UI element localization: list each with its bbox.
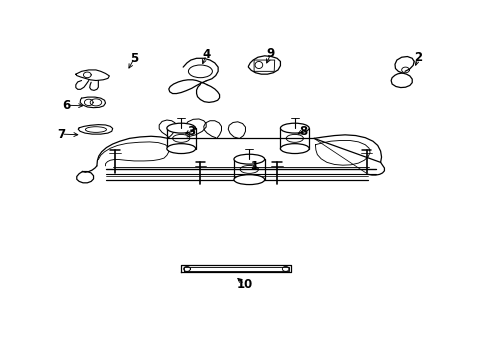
Text: 1: 1 bbox=[250, 160, 259, 173]
Ellipse shape bbox=[233, 175, 264, 185]
Ellipse shape bbox=[280, 123, 308, 133]
Text: 2: 2 bbox=[413, 51, 421, 64]
Text: 4: 4 bbox=[202, 48, 210, 61]
Text: 5: 5 bbox=[130, 52, 138, 65]
Text: 7: 7 bbox=[57, 128, 65, 141]
Text: 6: 6 bbox=[62, 99, 70, 112]
Text: 8: 8 bbox=[298, 125, 306, 138]
Ellipse shape bbox=[166, 123, 195, 133]
Ellipse shape bbox=[280, 144, 308, 154]
Text: 9: 9 bbox=[266, 47, 274, 60]
Ellipse shape bbox=[166, 144, 195, 154]
Text: 3: 3 bbox=[186, 125, 195, 138]
Text: 10: 10 bbox=[236, 278, 252, 291]
Ellipse shape bbox=[233, 154, 264, 164]
